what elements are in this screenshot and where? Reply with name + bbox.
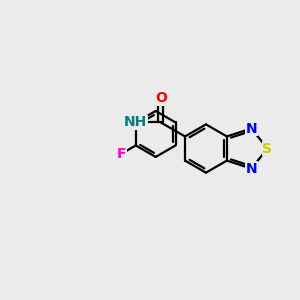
Text: N: N <box>245 122 257 136</box>
Text: NH: NH <box>124 116 147 130</box>
Text: O: O <box>155 91 167 105</box>
Text: F: F <box>117 146 127 161</box>
Text: N: N <box>245 162 257 176</box>
Text: S: S <box>262 142 272 155</box>
